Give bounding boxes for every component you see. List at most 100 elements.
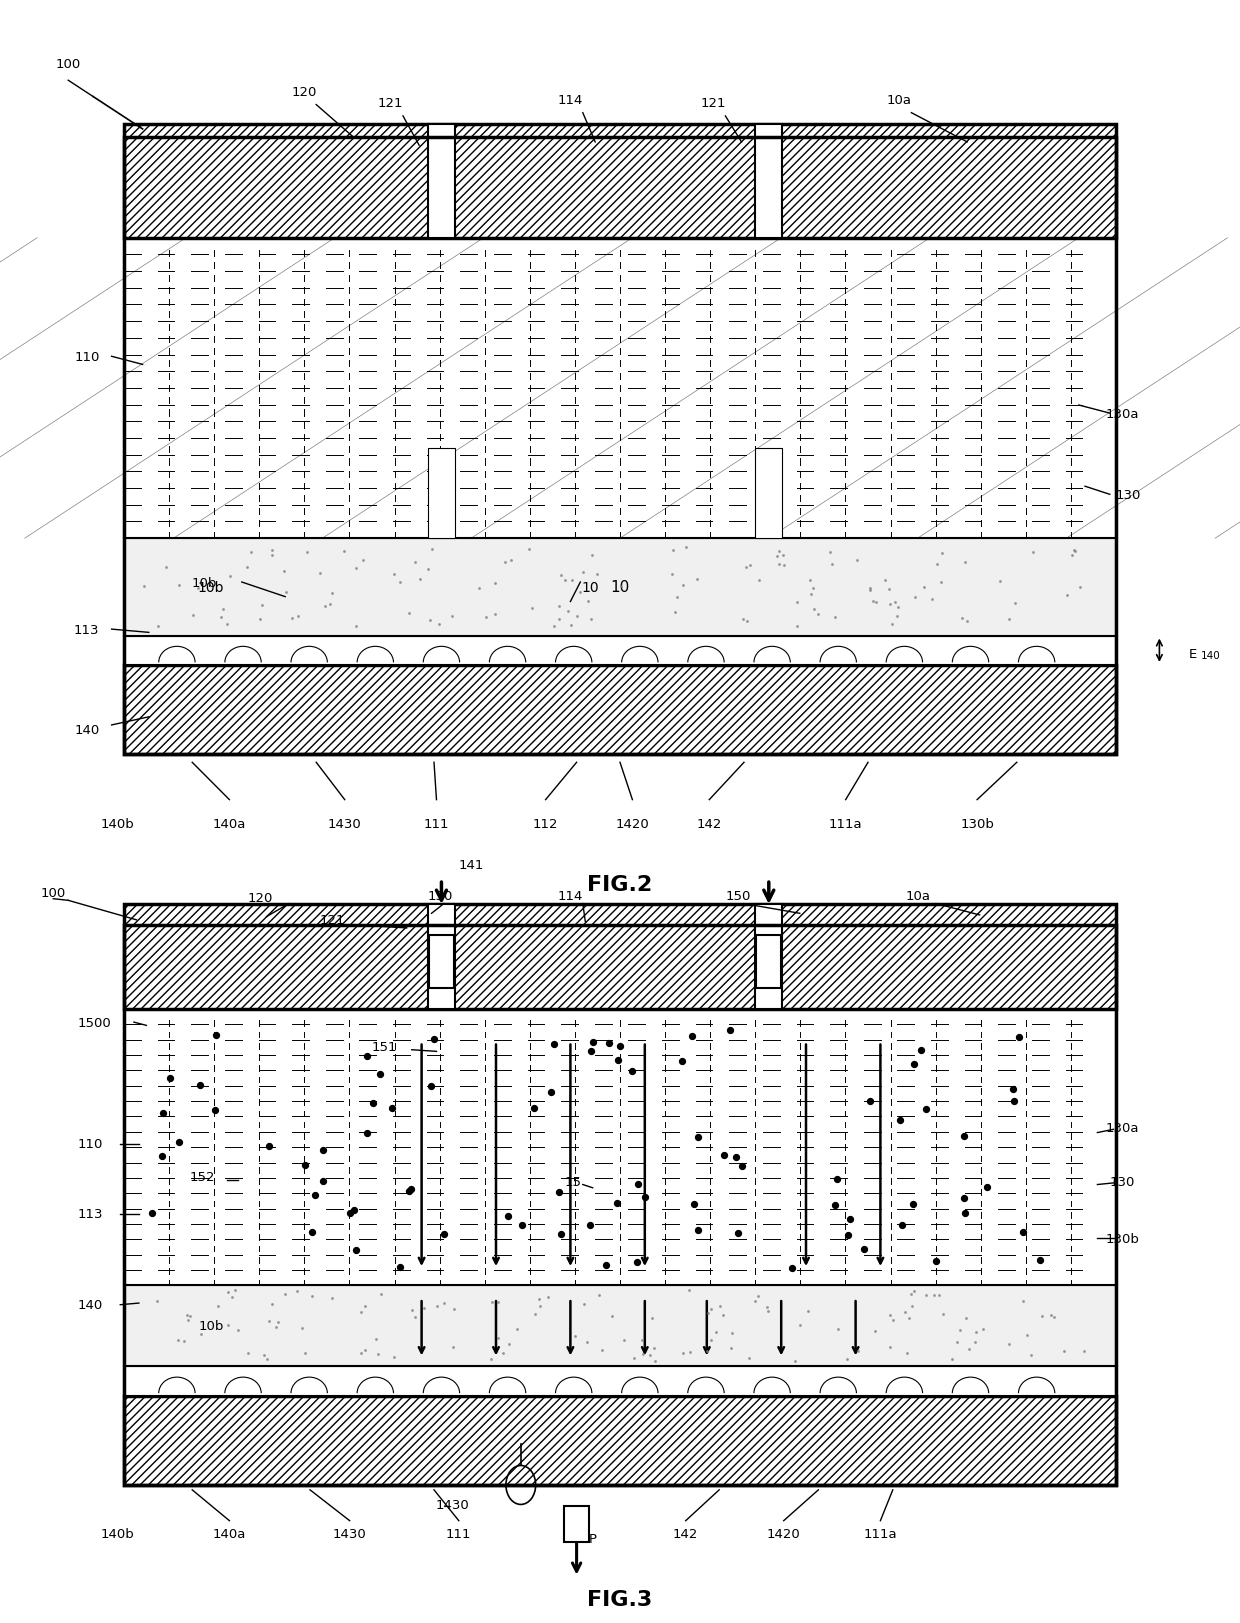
Point	[476, 604, 496, 630]
Point	[522, 596, 542, 622]
Bar	[564, 1506, 589, 1542]
Point	[702, 1297, 722, 1323]
Point	[322, 1285, 342, 1311]
Text: 10a: 10a	[905, 889, 930, 902]
Point	[915, 1097, 935, 1123]
Point	[903, 1191, 923, 1217]
Point	[295, 1152, 315, 1178]
Point	[859, 1089, 879, 1115]
Text: 130a: 130a	[1105, 1121, 1140, 1134]
Point	[928, 552, 947, 578]
Point	[414, 1295, 434, 1321]
Point	[863, 589, 883, 615]
Text: 150: 150	[428, 889, 453, 902]
Point	[727, 1144, 746, 1170]
Point	[334, 539, 353, 565]
Point	[610, 1032, 630, 1058]
Point	[955, 1123, 975, 1149]
Point	[218, 1313, 238, 1339]
Point	[549, 1180, 569, 1206]
Point	[372, 1282, 392, 1308]
Point	[580, 1212, 600, 1238]
Text: 1430: 1430	[332, 1527, 367, 1540]
Point	[770, 539, 790, 565]
Point	[867, 589, 887, 615]
Text: 10a: 10a	[887, 94, 911, 107]
Point	[146, 1289, 166, 1315]
Point	[237, 555, 257, 581]
Point	[673, 573, 693, 599]
Point	[1065, 539, 1085, 565]
Point	[895, 1298, 915, 1324]
Text: 120: 120	[291, 86, 316, 99]
Point	[384, 1344, 404, 1370]
Point	[315, 594, 335, 620]
Point	[624, 1345, 644, 1371]
Bar	[755, 125, 782, 239]
Point	[470, 575, 490, 601]
Point	[800, 568, 820, 594]
Text: 140: 140	[78, 1298, 103, 1311]
Point	[422, 1074, 441, 1100]
Point	[191, 1321, 211, 1347]
Point	[911, 1037, 931, 1063]
Point	[745, 1289, 765, 1315]
Text: 121: 121	[320, 914, 345, 927]
Point	[611, 575, 631, 601]
Point	[238, 1341, 258, 1367]
Point	[642, 1305, 662, 1331]
Text: 140: 140	[1200, 651, 1220, 661]
Point	[205, 1097, 224, 1123]
Point	[1004, 1089, 1024, 1115]
Point	[495, 550, 515, 576]
Point	[188, 576, 208, 602]
Point	[356, 1294, 376, 1319]
Point	[854, 1237, 874, 1263]
Text: 15: 15	[564, 1175, 582, 1188]
Point	[423, 537, 443, 563]
Point	[549, 594, 569, 620]
Text: 100: 100	[56, 58, 81, 71]
Point	[578, 588, 598, 613]
Point	[487, 1289, 507, 1315]
Point	[786, 589, 806, 615]
Text: 1430: 1430	[435, 1498, 470, 1511]
Point	[627, 1248, 647, 1274]
Point	[485, 570, 505, 596]
Point	[218, 1279, 238, 1305]
Point	[740, 552, 760, 578]
Point	[427, 1294, 446, 1319]
Point	[222, 1285, 242, 1311]
Point	[211, 605, 231, 631]
Point	[999, 607, 1019, 633]
Point	[1009, 1024, 1029, 1050]
Point	[608, 1047, 627, 1073]
Point	[262, 542, 281, 568]
Text: 114: 114	[558, 889, 583, 902]
Point	[275, 1281, 295, 1307]
Point	[153, 1100, 172, 1126]
Point	[303, 1219, 322, 1245]
Point	[947, 1329, 967, 1355]
Point	[890, 1107, 910, 1133]
Point	[582, 542, 601, 568]
Point	[262, 1292, 281, 1318]
Point	[153, 1144, 172, 1170]
Point	[904, 1279, 924, 1305]
Text: 110: 110	[78, 1138, 103, 1151]
Bar	[124, 125, 1116, 239]
Point	[698, 1300, 718, 1326]
Point	[443, 1334, 463, 1360]
Point	[351, 1341, 371, 1367]
Text: 114: 114	[558, 94, 583, 107]
Point	[882, 612, 901, 638]
Point	[748, 1284, 768, 1310]
Point	[887, 604, 906, 630]
Point	[489, 1324, 508, 1350]
Point	[720, 1336, 740, 1362]
Point	[680, 1339, 699, 1365]
Text: 130b: 130b	[960, 818, 994, 831]
Text: 140b: 140b	[100, 1527, 135, 1540]
Point	[615, 1328, 635, 1354]
Point	[931, 540, 951, 566]
